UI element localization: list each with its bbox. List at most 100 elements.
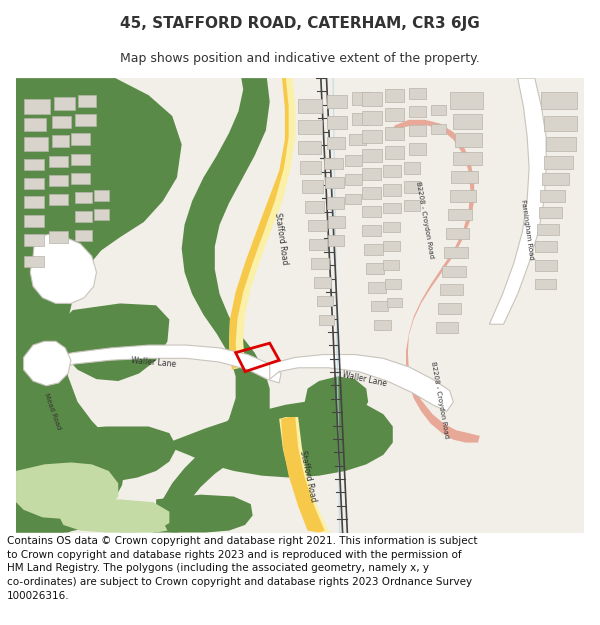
Bar <box>383 184 401 196</box>
Bar <box>326 95 347 108</box>
Bar <box>544 116 577 131</box>
Bar <box>328 216 346 227</box>
Bar <box>352 113 369 126</box>
Text: Stafford Road: Stafford Road <box>273 213 289 266</box>
Bar <box>362 168 382 181</box>
Bar <box>438 303 461 314</box>
Bar <box>383 241 400 251</box>
Bar <box>319 315 334 325</box>
Text: Mead Road: Mead Road <box>43 392 61 431</box>
Bar <box>366 262 384 274</box>
Polygon shape <box>305 376 368 421</box>
Bar <box>404 162 420 174</box>
Bar <box>49 174 68 186</box>
Bar <box>440 284 463 295</box>
Bar <box>71 133 90 146</box>
Bar <box>23 196 44 208</box>
Bar <box>362 149 382 162</box>
Bar <box>52 135 69 148</box>
Bar <box>454 152 482 165</box>
Bar <box>385 89 404 102</box>
Bar <box>449 92 482 109</box>
Polygon shape <box>16 426 177 483</box>
Polygon shape <box>30 234 97 303</box>
Bar <box>364 244 383 255</box>
Bar <box>451 171 478 183</box>
Bar <box>49 194 68 205</box>
Bar <box>544 156 572 169</box>
Polygon shape <box>156 494 253 532</box>
Bar <box>362 130 382 144</box>
Bar <box>535 279 556 289</box>
Bar <box>298 120 322 134</box>
Bar <box>308 220 326 231</box>
Bar <box>314 277 331 288</box>
Bar <box>71 173 90 184</box>
Bar <box>300 161 321 174</box>
Bar <box>385 146 404 159</box>
Bar <box>311 258 329 269</box>
Bar <box>539 207 562 218</box>
Text: Waller Lane: Waller Lane <box>341 370 388 388</box>
Polygon shape <box>16 78 182 532</box>
Bar <box>23 99 50 114</box>
Polygon shape <box>279 417 330 532</box>
Bar <box>448 209 472 220</box>
Bar <box>23 216 44 227</box>
Bar <box>383 165 401 177</box>
Bar <box>454 114 482 129</box>
Bar <box>23 234 44 246</box>
Bar <box>362 187 382 199</box>
Polygon shape <box>490 78 546 324</box>
Bar <box>385 127 404 139</box>
Bar <box>368 282 386 293</box>
Bar <box>325 177 344 188</box>
Bar <box>346 194 361 204</box>
Polygon shape <box>23 341 71 386</box>
Text: Farningham Road: Farningham Road <box>520 199 535 260</box>
Bar <box>352 92 369 104</box>
Text: B2208 - Croydon Road: B2208 - Croydon Road <box>430 361 450 439</box>
Text: Contains OS data © Crown copyright and database right 2021. This information is : Contains OS data © Crown copyright and d… <box>7 536 478 601</box>
Text: Stafford Road: Stafford Road <box>298 449 317 503</box>
Polygon shape <box>281 417 325 532</box>
Text: B2208 - Croydon Road: B2208 - Croydon Road <box>415 181 434 259</box>
Bar <box>444 247 467 258</box>
Bar <box>23 118 46 131</box>
Text: 45, STAFFORD ROAD, CATERHAM, CR3 6JG: 45, STAFFORD ROAD, CATERHAM, CR3 6JG <box>120 16 480 31</box>
Polygon shape <box>229 78 289 369</box>
Polygon shape <box>30 345 281 383</box>
Bar <box>409 124 426 136</box>
Bar <box>404 181 420 192</box>
Bar <box>326 198 344 209</box>
Bar <box>326 137 346 149</box>
Bar <box>541 190 565 202</box>
Bar <box>371 301 388 311</box>
Polygon shape <box>156 400 393 478</box>
Bar <box>383 260 400 270</box>
Polygon shape <box>229 78 295 369</box>
Bar <box>94 190 109 201</box>
Bar <box>385 279 401 289</box>
Polygon shape <box>16 491 106 532</box>
Bar <box>536 224 559 235</box>
Bar <box>94 209 109 220</box>
Bar <box>409 106 426 117</box>
Bar <box>346 155 362 166</box>
Text: Waller Lane: Waller Lane <box>130 356 176 369</box>
Bar <box>385 108 404 121</box>
Bar <box>328 235 344 246</box>
Bar <box>362 206 382 217</box>
Bar <box>535 241 557 252</box>
Bar <box>298 99 322 113</box>
Polygon shape <box>16 462 118 519</box>
Bar <box>374 319 391 330</box>
Bar <box>362 92 382 106</box>
Bar <box>54 97 75 110</box>
Bar <box>23 137 48 151</box>
Bar <box>542 173 569 185</box>
Bar <box>387 298 402 308</box>
Bar <box>383 222 400 232</box>
Text: Map shows position and indicative extent of the property.: Map shows position and indicative extent… <box>120 52 480 65</box>
Bar <box>442 266 466 277</box>
